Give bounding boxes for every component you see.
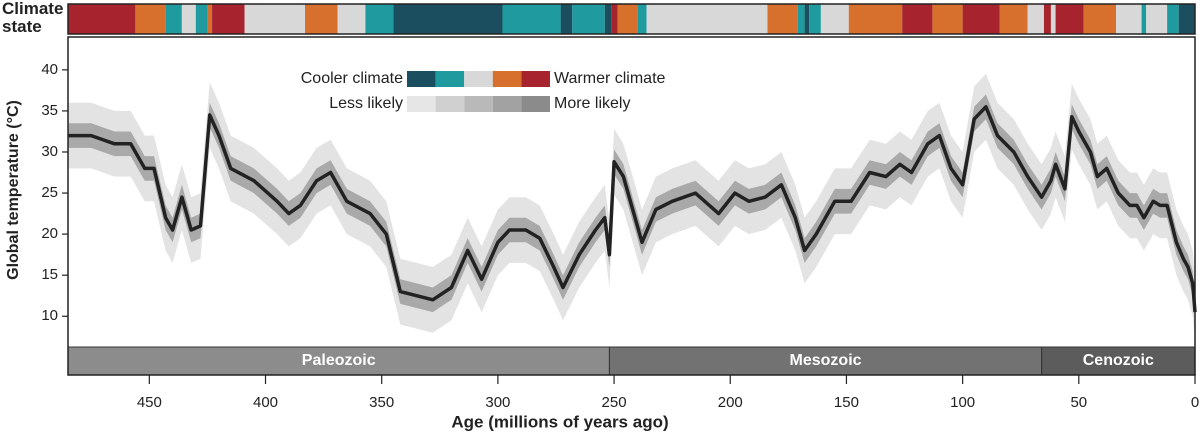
climate-segment [195,4,208,34]
climate-segment [767,4,798,34]
x-tick-label: 400 [253,394,278,411]
climate-segment [1146,4,1168,34]
climate-segment [393,4,503,34]
climate-segment [207,4,213,34]
climate-segment [604,4,612,34]
climate-segment [244,4,306,34]
legend-state-swatch [407,71,436,87]
era-label: Paleozoic [302,352,376,369]
climate-segment [1167,4,1179,34]
climate-segment [617,4,638,34]
climate-segment [337,4,366,34]
climate-segment [820,4,849,34]
climate-segment [165,4,182,34]
legend-likelihood-swatch [521,96,550,112]
climate-segment [135,4,166,34]
legend-likelihood-swatch [435,96,465,112]
climate-segment [560,4,573,34]
legend-state-swatch [521,71,550,87]
climate-segment [932,4,963,34]
climate-segment [1055,4,1084,34]
legend-likelihood-swatch [464,96,493,112]
legend-cooler: Cooler climate [301,70,403,87]
climate-segment [68,4,136,34]
climate-segment [809,4,821,34]
climate-segment [611,4,618,34]
y-tick-label: 15 [41,266,58,283]
legend-less: Less likely [329,95,403,112]
climate-segment [962,4,1000,34]
climate-segment [637,4,647,34]
climate-segment [572,4,605,34]
x-tick-label: 300 [485,394,510,411]
x-tick-label: 450 [137,394,162,411]
y-axis-label: Global temperature (°C) [5,100,22,280]
legend-likelihood-swatch [492,96,522,112]
legend-warmer: Warmer climate [554,70,666,87]
x-tick-label: 100 [950,394,975,411]
climate-segment [502,4,561,34]
x-tick-label: 50 [1070,394,1087,411]
plot-frame [67,36,1196,376]
climate-state-label: Climate state [2,0,64,36]
era-label: Mesozoic [790,352,862,369]
y-tick-label: 25 [41,184,58,201]
x-tick-label: 0 [1191,394,1199,411]
temperature-line [68,105,1197,313]
climate-segment [646,4,768,34]
legend-likelihood-swatch [407,96,436,112]
climate-segment [1043,4,1051,34]
climate-segment [999,4,1028,34]
x-tick-label: 200 [718,394,743,411]
climate-segment [212,4,245,34]
y-tick-label: 40 [41,61,58,78]
climate-segment [797,4,805,34]
y-tick-label: 10 [41,307,58,324]
climate-segment [1083,4,1116,34]
x-axis-label: Age (millions of years ago) [451,412,668,431]
legend-state-swatch [464,71,493,87]
climate-segment [848,4,903,34]
climate-segment [1115,4,1142,34]
era-bar [1041,346,1196,376]
climate-segment [181,4,196,34]
x-tick-label: 350 [369,394,394,411]
y-tick-label: 30 [41,143,58,160]
climate-segment [1141,4,1147,34]
legend-more: More likely [554,95,630,112]
climate-segment [305,4,338,34]
climate-segment [1050,4,1056,34]
climate-segment [804,4,810,34]
legend-state-swatch [492,71,522,87]
x-tick-label: 150 [834,394,859,411]
y-tick-label: 35 [41,102,58,119]
climate-strip-border [67,3,1196,35]
y-tick-label: 20 [41,225,58,242]
era-label: Cenozoic [1083,352,1154,369]
legend-state-swatch [435,71,465,87]
climate-segment [1178,4,1195,34]
climate-segment [1027,4,1044,34]
x-tick-label: 250 [602,394,627,411]
climate-segment [365,4,394,34]
climate-segment [902,4,933,34]
